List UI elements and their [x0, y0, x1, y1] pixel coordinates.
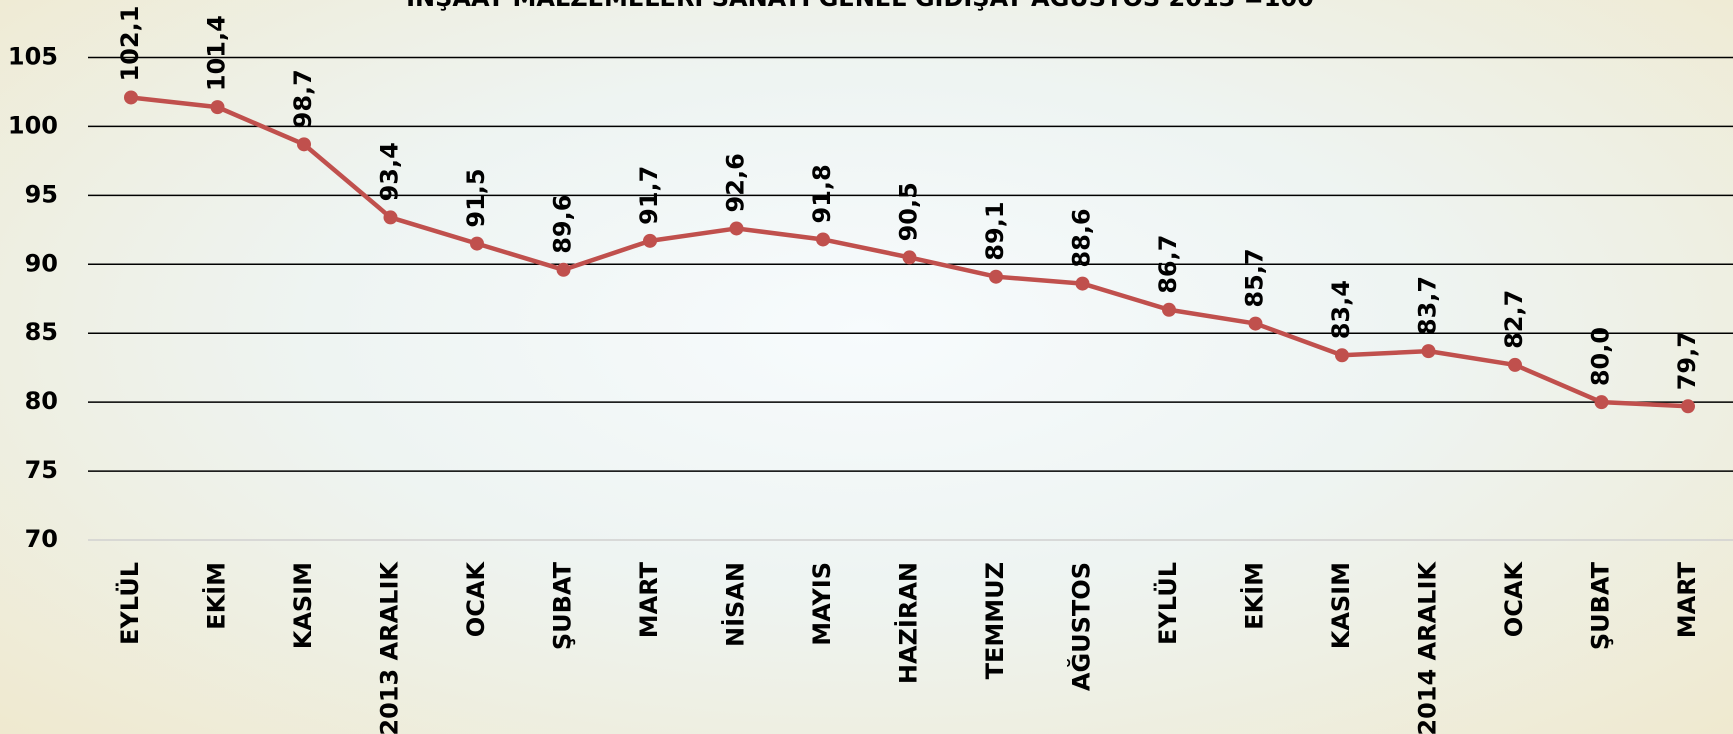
data-point	[816, 232, 830, 247]
x-tick-label: MART	[635, 561, 663, 638]
x-tick-label: OCAK	[462, 561, 490, 638]
data-label: 91,7	[635, 166, 663, 225]
y-tick-label: 90	[25, 249, 58, 277]
x-tick-label: 2014 ARALIK	[1414, 561, 1442, 734]
data-label: 91,8	[808, 164, 836, 223]
data-label: 92,6	[722, 153, 750, 212]
x-tick-label: EYLÜL	[1152, 562, 1182, 645]
y-tick-label: 100	[8, 111, 58, 139]
chart-title: İNŞAAT MALZEMELERİ SANAYİ GENEL GİDİŞAT …	[406, 0, 1314, 12]
data-label: 83,4	[1327, 280, 1355, 339]
data-point	[989, 269, 1003, 284]
x-tick-label: KASIM	[289, 562, 317, 649]
data-point	[902, 250, 917, 265]
x-tick-label: NİSAN	[721, 562, 750, 647]
data-label: 82,7	[1500, 290, 1528, 349]
data-label: 80,0	[1587, 327, 1615, 386]
x-tick-label: MAYIS	[808, 562, 836, 646]
data-label: 98,7	[289, 69, 317, 128]
data-point	[729, 221, 744, 236]
x-tick-label: OCAK	[1500, 561, 1528, 638]
x-tick-label: TEMMUZ	[981, 562, 1009, 679]
data-point	[210, 100, 225, 115]
y-tick-label: 75	[25, 456, 58, 484]
data-label: 85,7	[1241, 248, 1269, 307]
data-label: 79,7	[1673, 331, 1701, 390]
data-point	[1162, 302, 1176, 317]
x-tick-label: ŞUBAT	[1587, 561, 1615, 650]
x-tick-label: KASIM	[1327, 562, 1355, 649]
x-tick-label: MART	[1673, 561, 1701, 638]
data-point	[1075, 276, 1090, 291]
y-tick-label: 85	[25, 318, 58, 346]
x-tick-label: EKİM	[202, 562, 231, 630]
data-label: 93,4	[376, 142, 404, 201]
data-point	[643, 233, 657, 248]
data-label: 83,7	[1414, 276, 1442, 335]
data-label: 89,6	[549, 195, 577, 254]
data-label: 91,5	[462, 168, 490, 227]
data-label: 101,4	[203, 15, 231, 91]
x-tick-label: ŞUBAT	[549, 561, 577, 650]
data-point	[297, 137, 311, 152]
y-tick-label: 80	[25, 387, 58, 415]
x-tick-label: HAZİRAN	[894, 562, 923, 684]
data-point	[1248, 316, 1263, 331]
data-label: 89,1	[981, 201, 1009, 260]
data-point	[1421, 344, 1436, 359]
y-tick-label: 70	[25, 525, 58, 553]
data-point	[1681, 399, 1695, 414]
x-tick-label: EYLÜL	[114, 562, 144, 645]
data-point	[383, 210, 398, 225]
y-tick-label: 105	[8, 43, 58, 71]
data-label: 90,5	[895, 182, 923, 241]
data-point	[470, 236, 484, 251]
x-tick-label: 2013 ARALIK	[376, 561, 404, 734]
data-point	[1335, 348, 1349, 363]
x-tick-label: AĞUSTOS	[1066, 562, 1096, 691]
data-label: 86,7	[1154, 235, 1182, 294]
y-tick-label: 95	[25, 180, 58, 208]
data-point	[1508, 357, 1522, 372]
x-tick-label: EKİM	[1240, 562, 1269, 630]
data-point	[556, 262, 571, 277]
data-point	[124, 90, 138, 105]
data-point	[1594, 395, 1609, 410]
data-label: 102,1	[116, 6, 144, 82]
data-label: 88,6	[1068, 208, 1096, 267]
